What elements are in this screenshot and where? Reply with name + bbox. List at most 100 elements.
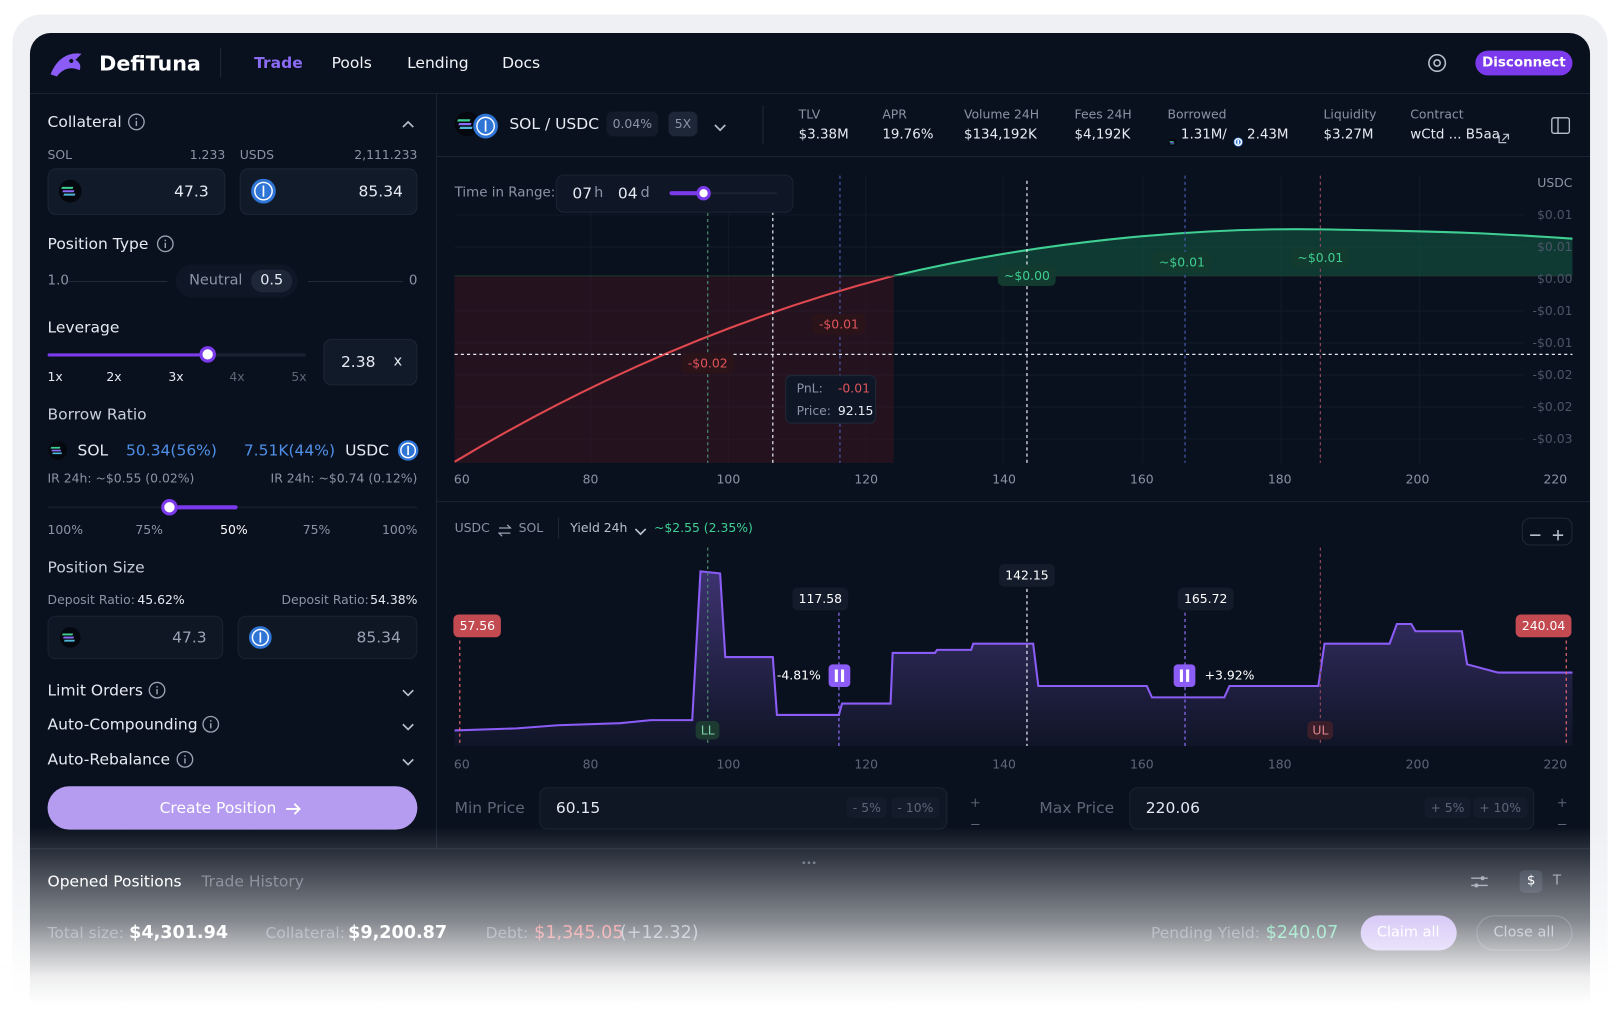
x-tick-label: 80 [582,757,599,772]
pause-handles[interactable] [828,664,1196,688]
logo [49,48,84,79]
disconnect-button[interactable] [1475,50,1573,76]
chevron[interactable] [401,753,415,766]
pnl-annotation: ~$0.01 [1291,247,1350,269]
token-symbol: SOL [77,441,109,460]
toggle[interactable]: USDC [454,520,490,535]
fee-pill [606,111,659,137]
amount[interactable]: 47.3 [174,181,209,201]
chevron[interactable] [401,718,415,731]
toggle[interactable]: SOL [518,520,544,535]
info-icon[interactable] [176,750,195,769]
amount: 85.34 [356,628,401,647]
ratio-mark[interactable]: 100% [381,522,418,538]
nav-link[interactable]: Trade [254,53,303,73]
hours: 07 [572,183,593,203]
settings[interactable] [1427,53,1448,74]
ratio-label: Deposit Ratio: [281,592,369,608]
info-icon[interactable] [127,113,146,132]
interest-rate: IR 24h: ~$0.74 (0.12%) [270,470,418,486]
ratio-mark[interactable]: 100% [47,522,83,538]
stat-separator: / [1222,127,1227,143]
slider-thumb[interactable] [696,185,711,201]
filter-icon[interactable] [1470,874,1489,889]
x-tick-label: 180 [1267,757,1292,772]
resize-handle[interactable] [802,849,816,865]
leverage-input[interactable] [323,338,418,386]
leverage-pill [668,111,698,137]
amount[interactable]: 85.34 [358,181,403,201]
y-tick-label: -$0.01 [1532,335,1573,351]
increment[interactable] [1557,792,1567,807]
section-title[interactable]: Auto-Compounding [47,714,198,734]
nav-link[interactable]: Lending [407,53,469,73]
decrement[interactable] [970,814,980,825]
nav-link[interactable]: Docs [502,53,541,73]
ratio-mark[interactable]: 75% [135,522,163,538]
leverage-mark[interactable]: 1x [47,369,63,385]
price-step[interactable]: + 10% [1473,797,1528,819]
external-link[interactable] [1498,129,1510,144]
price-value[interactable]: 220.06 [1145,798,1201,818]
hours-unit: h [594,184,604,202]
currency-toggle[interactable]: T [1552,873,1562,889]
leverage-mark[interactable]: 3x [168,369,184,385]
price-step[interactable]: + 5% [1424,797,1471,819]
ratio-mark[interactable]: 75% [302,522,331,538]
chevron[interactable] [401,115,415,128]
max-leverage: 5X [674,116,692,132]
close-label[interactable]: Close all [1493,924,1555,941]
sol-icon [1168,131,1177,147]
leverage-mark[interactable]: 5x [291,369,307,385]
info-icon[interactable] [201,715,220,734]
zoom-in[interactable] [1552,526,1564,541]
arrow-icon [285,801,302,815]
yield-label[interactable]: Yield 24h [570,520,628,535]
section-title[interactable]: Limit Orders [47,680,143,700]
pnl-annotation: ~$0.01 [1152,251,1212,273]
tab[interactable]: Opened Positions [47,871,182,891]
increment[interactable] [970,792,980,807]
price-step[interactable]: - 10% [891,797,940,819]
zoom-out[interactable] [1529,526,1541,538]
leverage-mark[interactable]: 2x [106,369,122,385]
nav-link[interactable]: Pools [331,53,372,73]
create-label[interactable]: Create Position [159,798,277,818]
slider-thumb[interactable] [199,346,216,363]
decrement[interactable] [1557,814,1567,825]
info-icon[interactable] [156,235,175,254]
sol-icon [454,111,480,137]
leverage-value[interactable]: 2.38 [340,352,376,371]
stats-border [437,156,1591,158]
stat-label: Contract [1410,107,1464,122]
ratio-mark[interactable]: 50% [220,522,248,538]
panel-toggle[interactable] [1550,116,1570,134]
y-tick-label: -$0.02 [1532,399,1573,415]
disconnect-label[interactable]: Disconnect [1482,54,1566,71]
swap-icon[interactable] [497,521,512,537]
section-title: Leverage [47,318,120,337]
zoom-controls[interactable] [1521,517,1573,546]
price-value[interactable]: 60.15 [555,798,601,818]
borrow-value: 50.34(56%) [126,441,217,460]
stat-value: 19.76% [882,127,934,143]
time-label: Time in Range: [454,185,556,201]
create-button[interactable] [47,786,418,830]
track-fill [47,353,208,357]
chevron[interactable] [713,118,727,131]
tab[interactable]: Trade History [201,871,304,891]
stat-value: $134,192K [963,127,1037,143]
chevron[interactable] [401,683,415,696]
claim-label[interactable]: Claim all [1376,924,1440,941]
leverage-mark[interactable]: 4x [229,369,245,385]
stat-label: Fees 24H [1074,107,1132,122]
currency-toggle[interactable]: $ [1519,870,1543,893]
chevron[interactable] [633,522,647,535]
stat-label: APR [882,107,907,122]
chart-border [437,501,1591,503]
section-title[interactable]: Auto-Rebalance [47,750,171,769]
price-step[interactable]: - 5% [846,797,888,819]
info-icon[interactable] [148,681,167,700]
slider-thumb[interactable] [161,499,178,516]
summary-label: Collateral: [265,923,345,943]
